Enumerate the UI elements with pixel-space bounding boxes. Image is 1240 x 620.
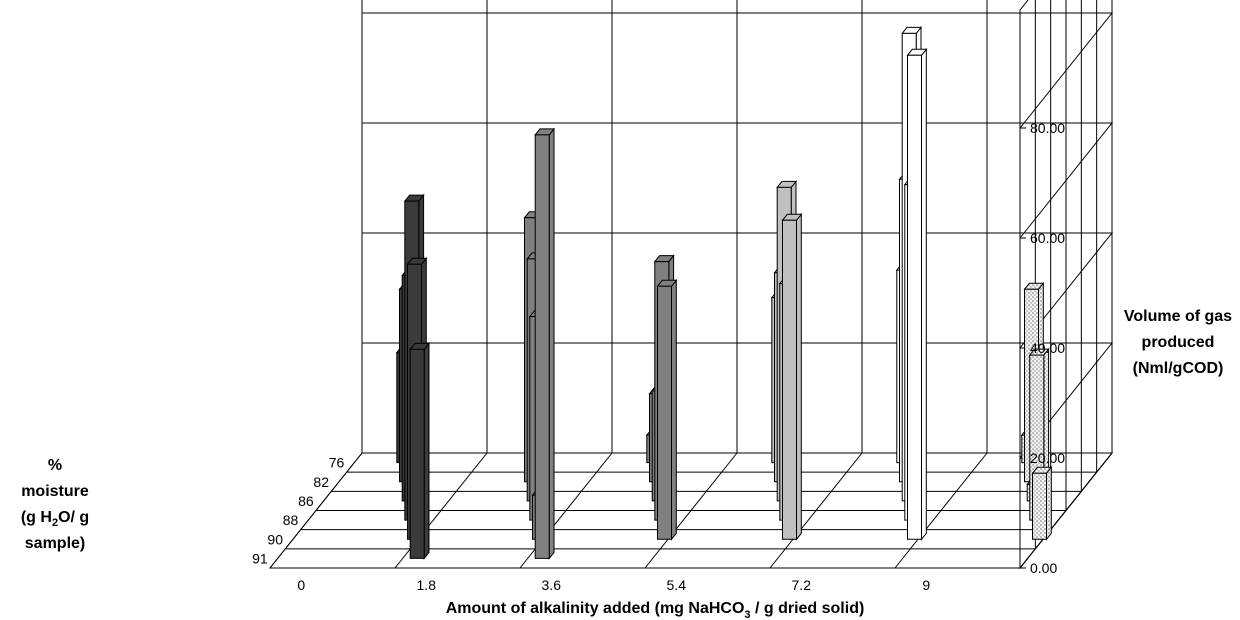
y-tick-label: 91 bbox=[252, 550, 268, 566]
bar-side bbox=[548, 127, 555, 560]
y-tick-label: 82 bbox=[313, 474, 329, 490]
bar bbox=[534, 127, 556, 560]
x-tick-label: 5.4 bbox=[667, 577, 687, 593]
x-tick-label: 3.6 bbox=[542, 577, 562, 593]
y-tick-label: 76 bbox=[329, 455, 345, 471]
chart-labels: 0.00 20.00 40.00 60.00 80.00 0 1.8 3.6 5.4 7.2 9 76… bbox=[252, 120, 1065, 593]
x-tick-label: 7.2 bbox=[792, 577, 812, 593]
bar-side bbox=[796, 212, 802, 541]
bar-front bbox=[907, 54, 922, 540]
z-axis-title-line-2: produced bbox=[1142, 334, 1215, 351]
bar-front bbox=[534, 134, 550, 559]
x-tick-label: 1.8 bbox=[417, 577, 437, 593]
x-axis-title: Amount of alkalinity added (mg NaHCO3 / … bbox=[446, 600, 865, 620]
y-axis-title-line-4: sample) bbox=[25, 535, 85, 552]
bar bbox=[656, 278, 678, 541]
bar-side bbox=[921, 47, 927, 541]
y-tick-label: 88 bbox=[283, 512, 299, 528]
z-tick-label: 80.00 bbox=[1030, 120, 1065, 136]
z-tick-label: 20.00 bbox=[1030, 450, 1065, 466]
bar-front bbox=[782, 219, 797, 540]
bar-front bbox=[1032, 472, 1047, 540]
z-axis-title: Volume of gas produced (Nml/gCOD) bbox=[1124, 308, 1232, 377]
chart-grid bbox=[268, 0, 1114, 570]
y-axis-title-line-2: moisture bbox=[21, 483, 89, 500]
chart-bars bbox=[395, 25, 1053, 560]
y-tick-label: 90 bbox=[267, 531, 283, 547]
bar bbox=[409, 341, 431, 560]
z-axis-title-line-1: Volume of gas bbox=[1124, 308, 1232, 325]
bar-front bbox=[409, 348, 425, 559]
z-axis-title-line-3: (Nml/gCOD) bbox=[1133, 360, 1224, 377]
bar bbox=[1031, 465, 1053, 541]
bar-front bbox=[657, 285, 672, 540]
x-tick-label: 9 bbox=[922, 577, 930, 593]
bar-side bbox=[671, 278, 677, 541]
y-axis-title: % moisture (g H2O/ g sample) bbox=[21, 457, 89, 552]
bar-side bbox=[1046, 465, 1052, 541]
bar-side bbox=[423, 341, 430, 560]
y-tick-label: 86 bbox=[298, 493, 314, 509]
bar bbox=[906, 47, 928, 541]
x-tick-label: 0 bbox=[297, 577, 305, 593]
bar bbox=[781, 212, 803, 541]
z-tick-label: 40.00 bbox=[1030, 340, 1065, 356]
y-axis-title-line-3: (g H2O/ g bbox=[21, 509, 89, 529]
z-tick-label: 0.00 bbox=[1030, 560, 1057, 576]
z-tick-label: 60.00 bbox=[1030, 230, 1065, 246]
y-axis-title-line-1: % bbox=[48, 457, 62, 474]
